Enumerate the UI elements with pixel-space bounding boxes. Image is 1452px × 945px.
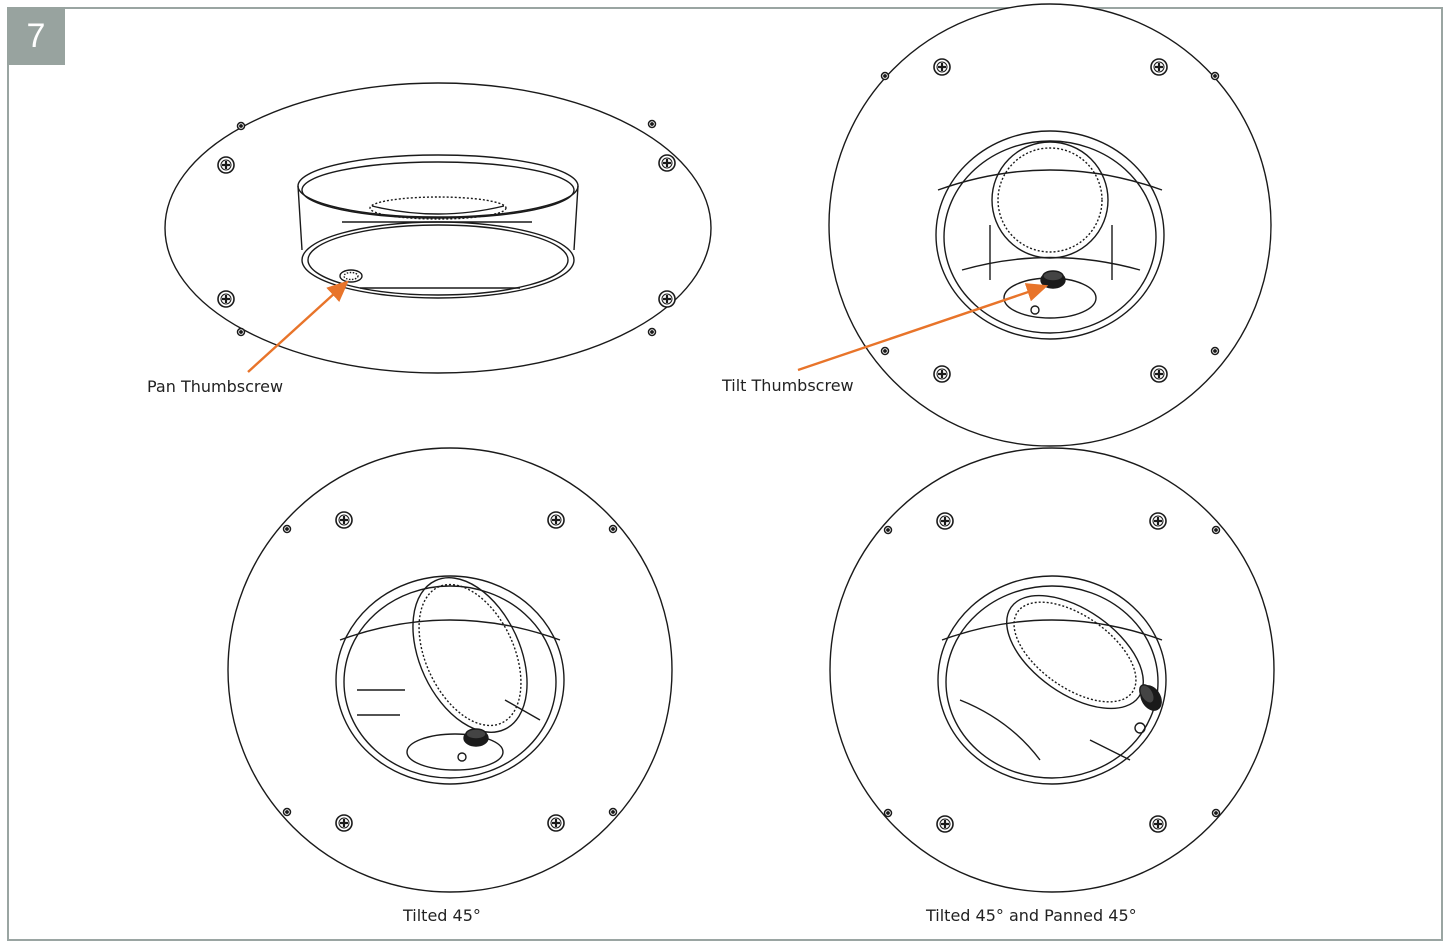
step-number-badge: 7 [7,7,65,65]
mounting-pin-icon [880,346,890,356]
tilted-panned-caption: Tilted 45° and Panned 45° [926,906,1137,925]
tilted-panned-view-drawing [829,447,1275,893]
mounting-pin-icon [647,119,657,129]
phillips-screw-icon [1149,364,1169,384]
pan-view-drawing [164,82,712,374]
phillips-screw-icon [546,510,566,530]
phillips-screw-icon [1149,57,1169,77]
thumbscrew-icon [1139,684,1162,711]
mounting-pin-icon [883,808,893,818]
phillips-screw-icon [935,814,955,834]
phillips-screw-icon [1148,511,1168,531]
phillips-screw-icon [657,153,677,173]
tilt-view-drawing [828,3,1272,447]
phillips-screw-icon [216,155,236,175]
tilt-thumbscrew-label: Tilt Thumbscrew [722,376,854,395]
tilted-view-drawing [227,447,673,893]
mounting-pin-icon [1210,346,1220,356]
phillips-screw-icon [546,813,566,833]
phillips-screw-icon [216,289,236,309]
mounting-pin-icon [880,71,890,81]
phillips-screw-icon [657,289,677,309]
phillips-screw-icon [932,57,952,77]
mounting-pin-icon [647,327,657,337]
tilted-caption: Tilted 45° [403,906,481,925]
phillips-screw-icon [334,510,354,530]
mounting-pin-icon [236,327,246,337]
mounting-pin-icon [282,807,292,817]
mounting-pin-icon [883,525,893,535]
mounting-pin-icon [608,524,618,534]
mounting-pin-icon [236,121,246,131]
thumbscrew-icon [463,728,489,747]
phillips-screw-icon [1148,814,1168,834]
phillips-screw-icon [334,813,354,833]
tilt-callout-arrow [797,283,1049,372]
pan-thumbscrew-label: Pan Thumbscrew [147,377,284,396]
thumbscrew-icon [339,269,363,283]
figure-frame [7,7,1443,941]
pan-callout-arrow [247,280,349,373]
phillips-screw-icon [935,511,955,531]
mounting-pin-icon [608,807,618,817]
mounting-pin-icon [1211,525,1221,535]
mounting-pin-icon [1210,71,1220,81]
mounting-pin-icon [1211,808,1221,818]
phillips-screw-icon [932,364,952,384]
mounting-pin-icon [282,524,292,534]
